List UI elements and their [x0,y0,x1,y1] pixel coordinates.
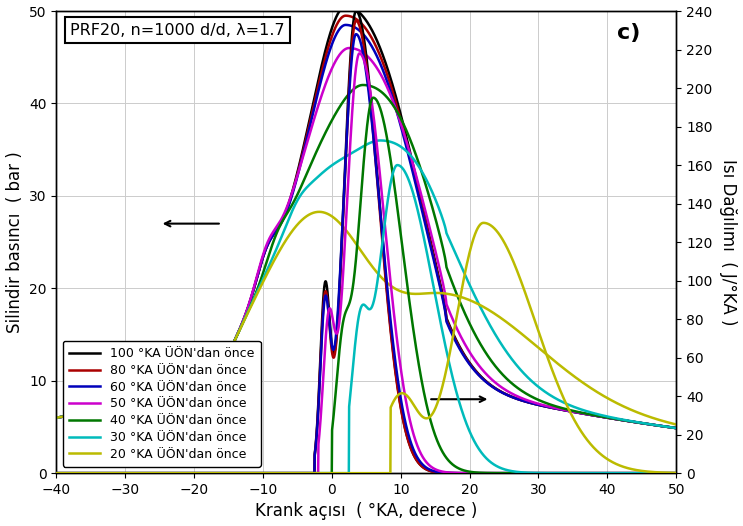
80 °KA ÜÖN'dan önce [540,403,549,409]
40 °KA ÜÖN'dan önce [52,414,61,421]
100 °KA ÜÖN'dan önce [672,425,681,431]
30 °KA ÜÖN'dan önce [672,425,681,431]
40 °KA ÜÖN'dan önce [84,409,93,416]
50 °KA ÜÖN'dan önce [52,414,61,421]
30 °KA ÜÖN'dan önce [654,422,663,429]
80 °KA ÜÖN'dan önce [341,13,350,19]
100 °KA ÜÖN'dan önce [341,3,350,9]
Line: 60 °KA ÜÖN'dan önce: 60 °KA ÜÖN'dan önce [56,25,676,428]
30 °KA ÜÖN'dan önce [540,388,549,394]
50 °KA ÜÖN'dan önce [654,422,663,429]
40 °KA ÜÖN'dan önce [354,83,363,89]
20 °KA ÜÖN'dan önce [314,209,323,215]
20 °KA ÜÖN'dan önce [52,414,61,421]
40 °KA ÜÖN'dan önce [654,422,663,429]
100 °KA ÜÖN'dan önce [52,414,61,421]
80 °KA ÜÖN'dan önce [354,17,363,24]
30 °KA ÜÖN'dan önce [654,422,663,429]
20 °KA ÜÖN'dan önce [337,222,346,228]
80 °KA ÜÖN'dan önce [654,422,663,429]
X-axis label: Krank açısı  ( °KA, derece ): Krank açısı ( °KA, derece ) [255,502,478,520]
Text: PRF20, n=1000 d/d, λ=1.7: PRF20, n=1000 d/d, λ=1.7 [70,23,285,37]
20 °KA ÜÖN'dan önce [672,421,681,428]
60 °KA ÜÖN'dan önce [354,26,363,33]
Y-axis label: Isı Dağılımı  ( J/°KA ): Isı Dağılımı ( J/°KA ) [719,159,738,326]
50 °KA ÜÖN'dan önce [84,409,93,416]
30 °KA ÜÖN'dan önce [354,146,363,153]
20 °KA ÜÖN'dan önce [654,417,663,423]
30 °KA ÜÖN'dan önce [84,409,93,416]
Line: 30 °KA ÜÖN'dan önce: 30 °KA ÜÖN'dan önce [56,140,676,428]
Line: 100 °KA ÜÖN'dan önce: 100 °KA ÜÖN'dan önce [56,6,676,428]
30 °KA ÜÖN'dan önce [337,156,345,163]
20 °KA ÜÖN'dan önce [354,244,363,250]
80 °KA ÜÖN'dan önce [84,409,93,416]
40 °KA ÜÖN'dan önce [337,101,345,107]
Line: 40 °KA ÜÖN'dan önce: 40 °KA ÜÖN'dan önce [56,85,676,428]
100 °KA ÜÖN'dan önce [654,422,663,429]
80 °KA ÜÖN'dan önce [654,422,663,429]
40 °KA ÜÖN'dan önce [654,422,663,429]
80 °KA ÜÖN'dan önce [337,15,345,21]
80 °KA ÜÖN'dan önce [672,425,681,431]
30 °KA ÜÖN'dan önce [52,414,61,421]
60 °KA ÜÖN'dan önce [84,409,93,416]
50 °KA ÜÖN'dan önce [654,422,663,429]
100 °KA ÜÖN'dan önce [84,409,93,416]
40 °KA ÜÖN'dan önce [540,399,549,406]
50 °KA ÜÖN'dan önce [337,49,345,56]
30 °KA ÜÖN'dan önce [376,137,385,144]
100 °KA ÜÖN'dan önce [337,6,345,12]
60 °KA ÜÖN'dan önce [341,22,350,28]
60 °KA ÜÖN'dan önce [52,414,61,421]
40 °KA ÜÖN'dan önce [672,425,681,431]
40 °KA ÜÖN'dan önce [359,82,368,88]
60 °KA ÜÖN'dan önce [654,422,663,429]
Y-axis label: Silindir basıncı  ( bar ): Silindir basıncı ( bar ) [5,151,24,333]
50 °KA ÜÖN'dan önce [354,47,363,53]
100 °KA ÜÖN'dan önce [654,422,663,429]
60 °KA ÜÖN'dan önce [337,24,345,30]
Legend: 100 °KA ÜÖN'dan önce, 80 °KA ÜÖN'dan önce, 60 °KA ÜÖN'dan önce, 50 °KA ÜÖN'dan ö: 100 °KA ÜÖN'dan önce, 80 °KA ÜÖN'dan önc… [62,341,261,467]
Text: c): c) [617,23,640,43]
Line: 80 °KA ÜÖN'dan önce: 80 °KA ÜÖN'dan önce [56,16,676,428]
20 °KA ÜÖN'dan önce [654,417,663,423]
60 °KA ÜÖN'dan önce [654,422,663,429]
Line: 50 °KA ÜÖN'dan önce: 50 °KA ÜÖN'dan önce [56,48,676,428]
50 °KA ÜÖN'dan önce [540,402,549,409]
100 °KA ÜÖN'dan önce [354,8,363,15]
80 °KA ÜÖN'dan önce [52,414,61,421]
50 °KA ÜÖN'dan önce [345,45,354,51]
20 °KA ÜÖN'dan önce [84,409,93,416]
60 °KA ÜÖN'dan önce [672,425,681,431]
Line: 20 °KA ÜÖN'dan önce: 20 °KA ÜÖN'dan önce [56,212,676,424]
20 °KA ÜÖN'dan önce [540,350,549,356]
50 °KA ÜÖN'dan önce [672,425,681,431]
60 °KA ÜÖN'dan önce [540,403,549,409]
100 °KA ÜÖN'dan önce [540,403,549,409]
